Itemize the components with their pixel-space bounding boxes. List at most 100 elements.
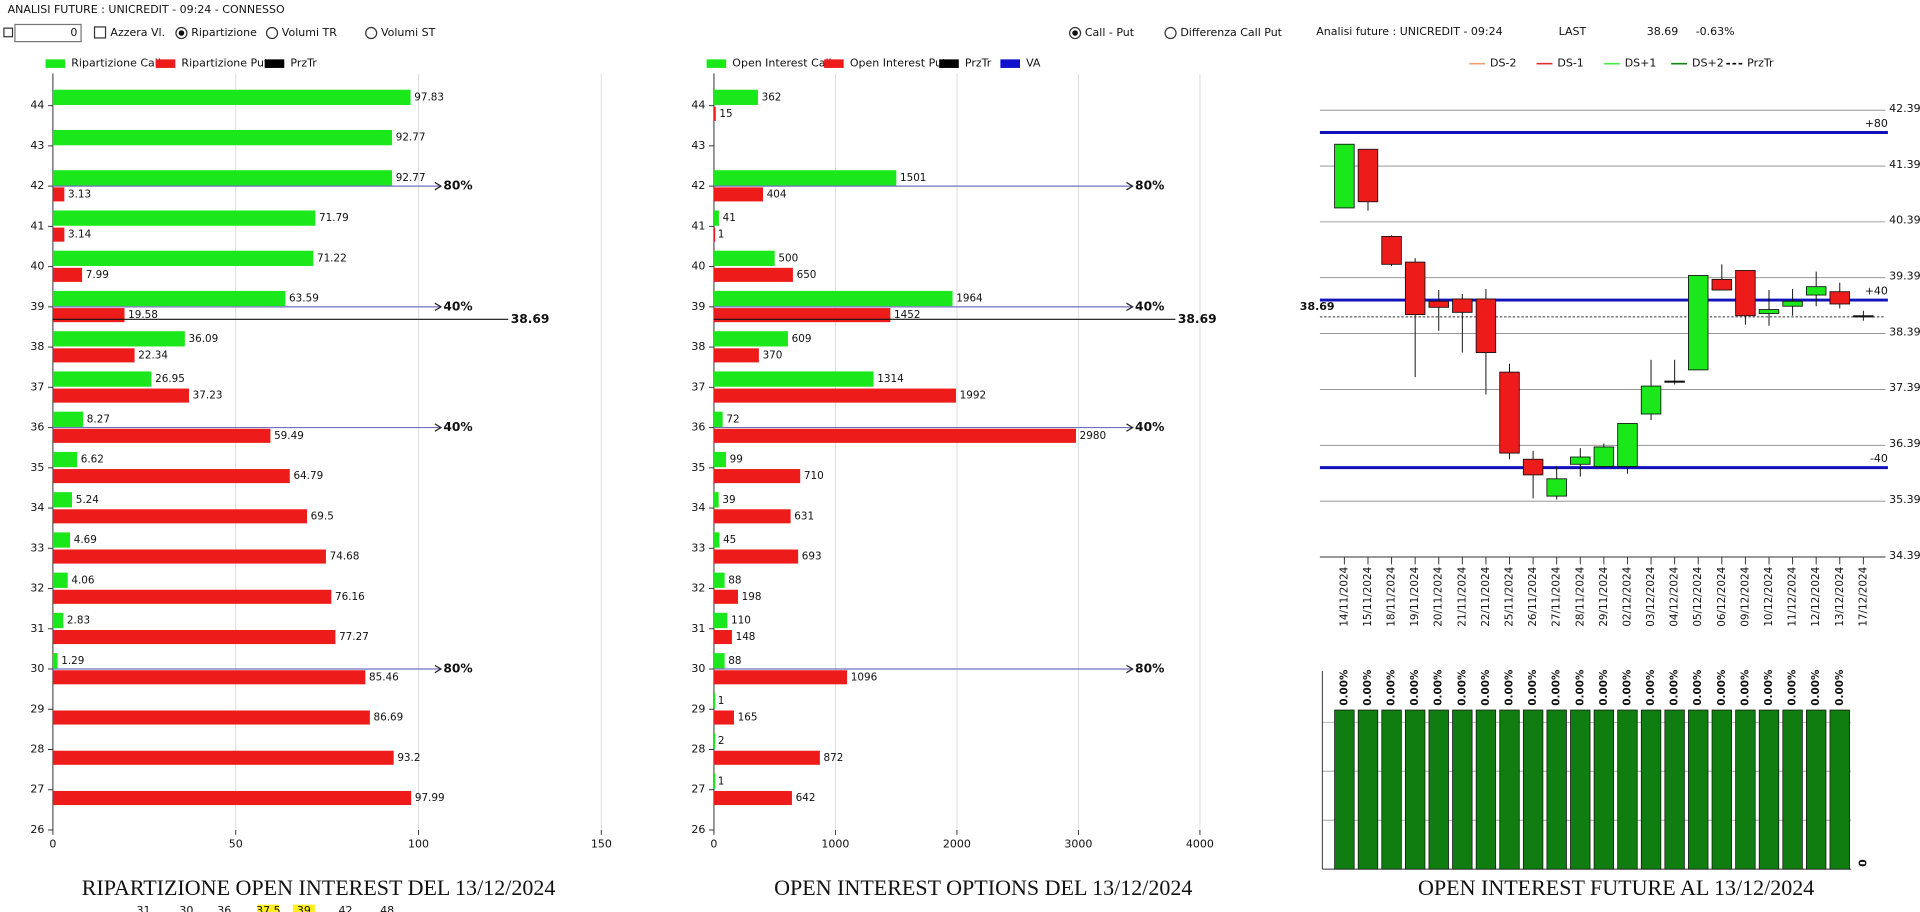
bar-label: 8.27 xyxy=(87,413,110,425)
bar xyxy=(713,492,719,508)
column xyxy=(1499,709,1520,870)
radio-label[interactable]: Call - Put xyxy=(1085,26,1135,39)
y-tick-label: 37 xyxy=(691,380,705,393)
annotation-arrow xyxy=(1126,181,1134,191)
input-value[interactable]: 0 xyxy=(70,26,77,39)
footer-highlight xyxy=(257,904,280,912)
y-tick-label: 34 xyxy=(691,501,705,514)
bar xyxy=(52,589,332,604)
candle-body xyxy=(1428,300,1449,308)
column xyxy=(1593,709,1615,870)
y-tick-label: 38 xyxy=(30,340,44,353)
y-tick-label: 37.39 xyxy=(1889,381,1920,394)
bar-label: 63.59 xyxy=(289,293,319,305)
y-tick-label: 41 xyxy=(30,219,44,232)
bar xyxy=(713,331,788,347)
chart-title: OPEN INTEREST FUTURE AL 13/12/2024 xyxy=(1418,875,1814,900)
bar xyxy=(713,187,764,202)
candle-body xyxy=(1475,298,1497,354)
y-tick-label: 40.39 xyxy=(1889,214,1920,227)
checkbox[interactable] xyxy=(3,27,14,38)
candle-body xyxy=(1357,148,1379,203)
column-label: 0.00% xyxy=(1834,669,1846,706)
y-tick-label: 38.39 xyxy=(1889,325,1920,338)
bar-label: 92.77 xyxy=(396,132,426,144)
bar-label: 71.79 xyxy=(319,212,349,224)
bar xyxy=(52,572,68,588)
column-label: 0.00% xyxy=(1621,669,1633,706)
x-tick-label: 04/12/2024 xyxy=(1669,566,1681,626)
bar xyxy=(713,250,775,266)
y-tick-label: 32 xyxy=(691,582,705,595)
bar xyxy=(52,227,65,242)
bar-label: 99 xyxy=(730,454,743,466)
y-tick-label: 33 xyxy=(30,541,44,554)
candle-body xyxy=(1452,298,1473,313)
x-tick-label: 0 xyxy=(49,838,56,851)
bar xyxy=(713,750,820,765)
radio[interactable] xyxy=(265,26,279,40)
checkbox[interactable] xyxy=(93,26,107,39)
radio-label[interactable]: Volumi TR xyxy=(282,26,337,39)
y-tick-label: 26 xyxy=(691,823,705,836)
bar-label: 88 xyxy=(728,655,741,667)
annotation-label: 40% xyxy=(443,299,472,313)
bar xyxy=(52,509,307,524)
column xyxy=(1758,709,1780,870)
footer-value: 42 xyxy=(338,904,352,912)
radio[interactable] xyxy=(1164,26,1177,40)
footer-value: 39 xyxy=(297,904,311,912)
bar xyxy=(713,612,728,629)
radio[interactable] xyxy=(365,26,378,40)
x-tick-label: 11/12/2024 xyxy=(1787,566,1799,626)
bar-label: 1.29 xyxy=(61,655,84,667)
bar xyxy=(52,89,411,106)
annotation-arrow xyxy=(1126,302,1134,312)
legend-label: Open Interest Call xyxy=(732,57,831,70)
bar-label: 5.24 xyxy=(76,494,100,506)
bar xyxy=(52,170,393,186)
bar xyxy=(52,290,286,307)
bar-label: 92.77 xyxy=(396,172,426,184)
radio-dot[interactable] xyxy=(178,30,185,36)
price-label: 38.69 xyxy=(1300,300,1335,313)
column xyxy=(1428,709,1449,870)
x-tick-label: 25/11/2024 xyxy=(1504,566,1516,626)
bar-label: 74.68 xyxy=(330,551,360,563)
candle-body xyxy=(1664,380,1685,383)
bar xyxy=(52,549,326,564)
radio-label[interactable]: Ripartizione xyxy=(191,26,257,39)
bar-label: 642 xyxy=(796,792,816,804)
bar-label: 609 xyxy=(792,333,812,345)
x-tick-label: 03/12/2024 xyxy=(1645,566,1657,626)
bar-label: 41 xyxy=(723,212,736,224)
bar-label: 19.58 xyxy=(128,309,158,321)
radio-label[interactable]: Differenza Call Put xyxy=(1180,26,1282,39)
y-tick-label: 29 xyxy=(691,702,705,715)
column xyxy=(1735,709,1756,870)
annotation-arrow xyxy=(434,181,443,191)
legend-swatch xyxy=(939,59,959,68)
bar-label: 6.62 xyxy=(81,454,104,466)
annotation-label: 40% xyxy=(443,420,472,434)
column-label: 0.00% xyxy=(1739,669,1751,706)
column xyxy=(1522,709,1544,870)
bar xyxy=(713,469,801,484)
bar xyxy=(52,492,73,508)
radio-dot[interactable] xyxy=(1072,30,1078,36)
y-tick-label: 43 xyxy=(691,139,705,152)
annotation-arrow xyxy=(1126,423,1134,432)
x-tick-label: 10/12/2024 xyxy=(1763,566,1775,626)
bar xyxy=(713,170,897,186)
y-tick-label: 44 xyxy=(691,99,705,112)
y-tick-label: 36.39 xyxy=(1889,437,1920,450)
checkbox-label[interactable]: Azzera Vl. xyxy=(110,26,165,39)
input-box[interactable] xyxy=(14,23,82,43)
bar-label: 1 xyxy=(718,695,725,707)
bar xyxy=(52,612,64,629)
column xyxy=(1688,709,1709,870)
bar xyxy=(713,451,726,468)
y-tick-label: 27 xyxy=(30,783,44,796)
radio-label[interactable]: Volumi ST xyxy=(381,26,436,39)
column-label: 0.00% xyxy=(1386,669,1398,706)
